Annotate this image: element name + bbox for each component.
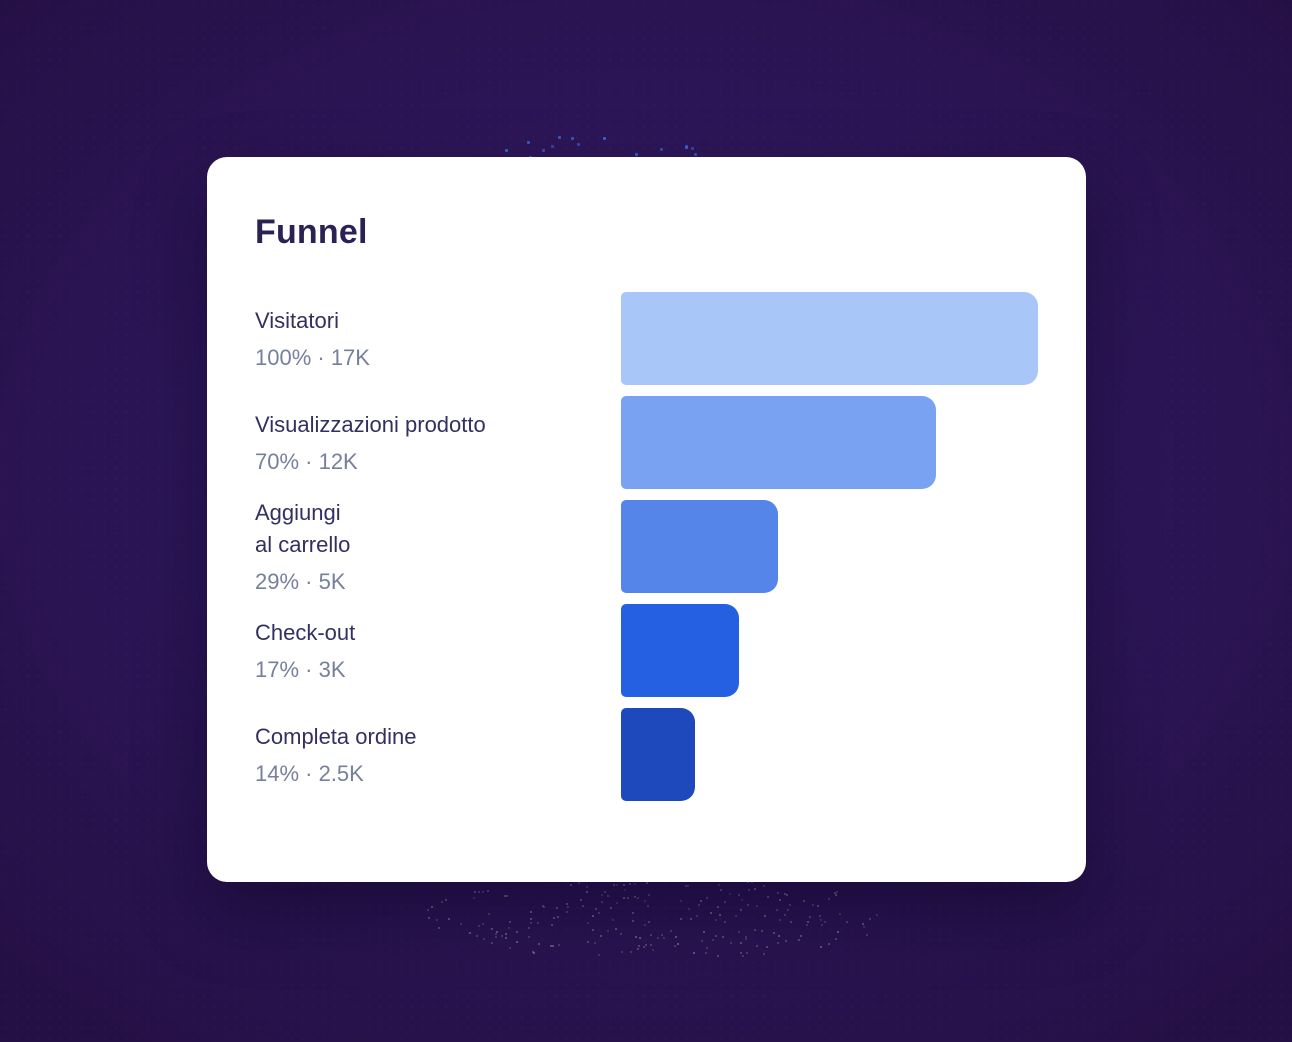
funnel-bar-visualizzazioni-prodotto [621, 396, 936, 489]
funnel-row-check-out: Check-out 17% · 3K [255, 604, 1038, 697]
stage-label: Aggiungi al carrello [255, 500, 351, 558]
stage-stats: 100% · 17K [255, 345, 370, 371]
stage-labels: Visualizzazioni prodotto 70% · 12K [255, 396, 621, 489]
stage-label: Visitatori [255, 308, 339, 334]
funnel-bar-aggiungi-al-carrello [621, 500, 778, 593]
funnel-rows: Visitatori 100% · 17K Visualizzazioni pr… [255, 292, 1038, 812]
stage-label: Check-out [255, 620, 356, 646]
stage-stats: 17% · 3K [255, 657, 346, 683]
bar-area [621, 708, 1038, 801]
funnel-row-visitatori: Visitatori 100% · 17K [255, 292, 1038, 385]
funnel-card: Funnel Visitatori 100% · 17K Visualizzaz… [207, 157, 1086, 882]
stage-labels: Check-out 17% · 3K [255, 604, 621, 697]
bar-area [621, 500, 1038, 593]
page-title: Funnel [255, 213, 368, 251]
stage-labels: Visitatori 100% · 17K [255, 292, 621, 385]
stage-stats: 29% · 5K [255, 569, 346, 595]
bar-area [621, 292, 1038, 385]
funnel-bar-completa-ordine [621, 708, 695, 801]
bar-area [621, 604, 1038, 697]
funnel-bar-visitatori [621, 292, 1038, 385]
stage-labels: Completa ordine 14% · 2.5K [255, 708, 621, 801]
funnel-row-aggiungi-al-carrello: Aggiungi al carrello 29% · 5K [255, 500, 1038, 595]
funnel-bar-check-out [621, 604, 739, 697]
funnel-row-visualizzazioni-prodotto: Visualizzazioni prodotto 70% · 12K [255, 396, 1038, 489]
stage-stats: 70% · 12K [255, 449, 358, 475]
stage-label: Completa ordine [255, 724, 417, 750]
stage-label: Visualizzazioni prodotto [255, 412, 486, 438]
bar-area [621, 396, 1038, 489]
stage-stats: 14% · 2.5K [255, 761, 364, 787]
funnel-row-completa-ordine: Completa ordine 14% · 2.5K [255, 708, 1038, 801]
stage-labels: Aggiungi al carrello 29% · 5K [255, 500, 621, 595]
